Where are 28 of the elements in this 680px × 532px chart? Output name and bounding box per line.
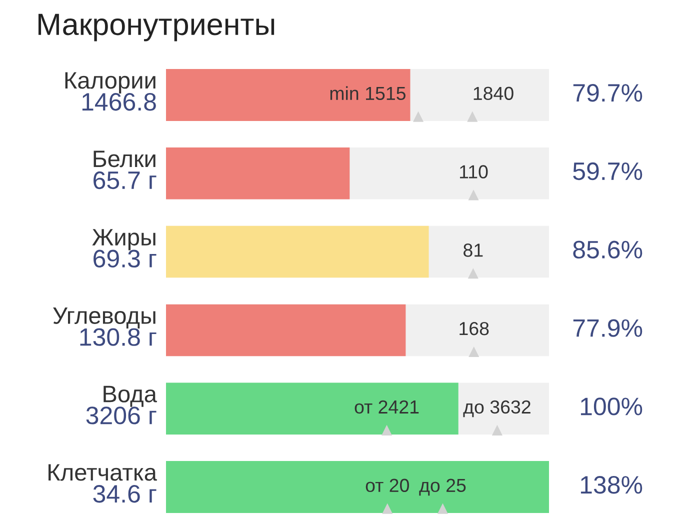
data-label: до 3632	[463, 400, 530, 418]
text: 77.9%	[573, 319, 642, 337]
data-label: 69.3 г	[94, 250, 156, 268]
text: 59.7%	[573, 162, 642, 180]
data-label: 81	[464, 244, 483, 257]
data-label: 3206 г	[86, 406, 156, 424]
data-label: 110	[460, 165, 488, 178]
text: 85.6%	[573, 240, 642, 259]
text: 138%	[580, 476, 642, 494]
data-label: 65.7 г	[94, 171, 156, 190]
data-label: 168	[460, 322, 489, 336]
y-tick-label: Калории	[65, 72, 156, 94]
text: 100%	[580, 398, 642, 416]
y-tick-label: Вода	[104, 386, 157, 407]
data-label: 1466.8	[82, 93, 156, 111]
text: 79.7%	[573, 84, 642, 102]
data-label: 34.6 г	[93, 485, 156, 503]
data-label: от 20	[366, 478, 409, 492]
y-tick-label: Жиры	[92, 229, 156, 250]
data-label: от 2421	[354, 400, 419, 414]
y-tick-label: Клетчатка	[48, 464, 157, 481]
data-label: min 1515	[330, 86, 406, 100]
data-label: 1840	[474, 86, 514, 100]
y-tick-label: Белки	[94, 150, 156, 168]
chart-title: Макронутриенты	[38, 14, 274, 42]
data-label: до 25	[419, 478, 466, 496]
y-tick-label: Углеводы	[53, 308, 156, 328]
data-label: 130.8 г	[80, 328, 156, 346]
